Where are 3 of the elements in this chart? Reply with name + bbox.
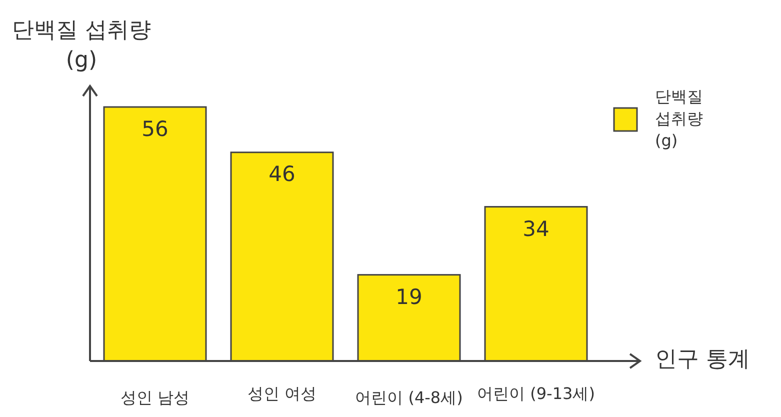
x-axis-title: 인구 통계 [655,346,750,374]
y-axis-title: 단백질 섭취량 (g) [11,17,152,75]
legend-label: 단백질 섭취량 (g) [655,86,704,152]
